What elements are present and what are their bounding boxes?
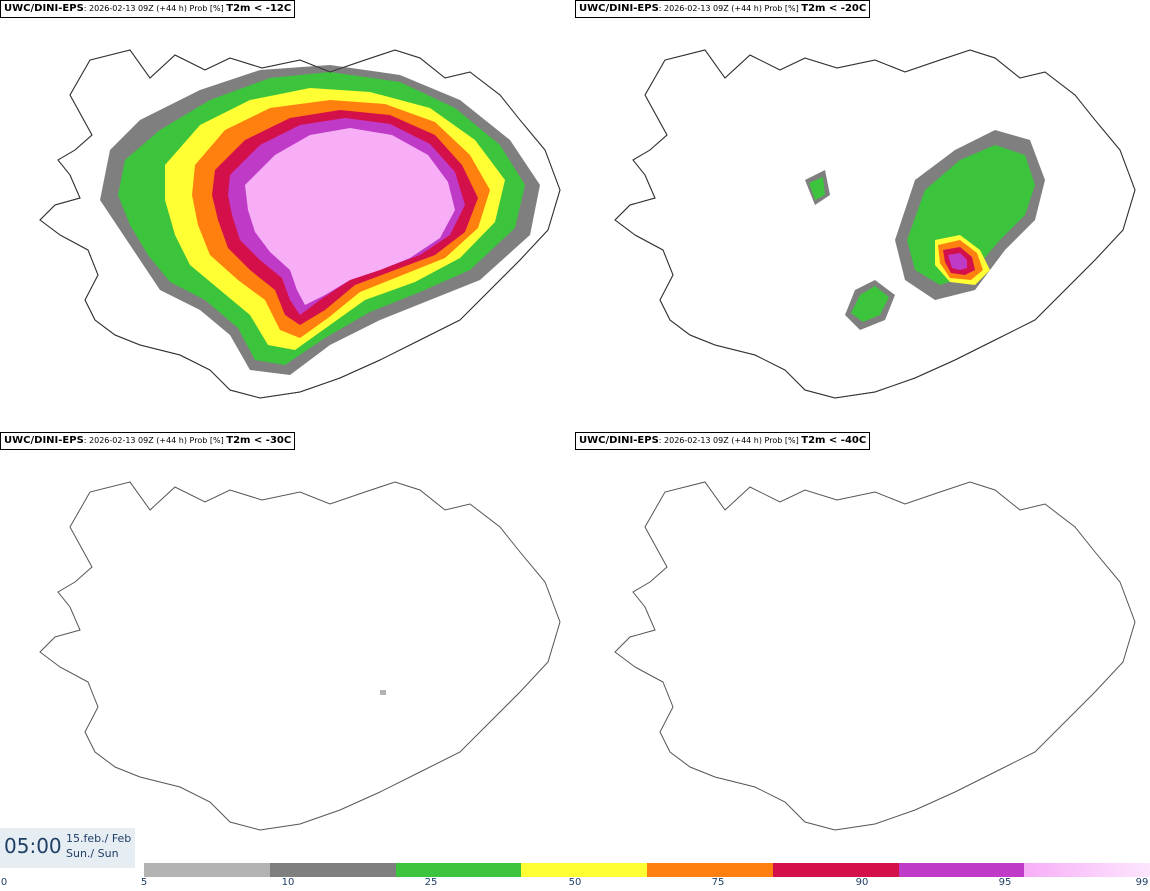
colorbar-tick-label: 50 (568, 877, 582, 888)
valid-time: 05:00 (4, 834, 62, 858)
colorbar-tick-label: 75 (711, 877, 725, 888)
colorbar-tick-label: 99 (1135, 877, 1149, 888)
run-label: 2026-02-13 09Z (+44 h) Prob [%] (89, 4, 224, 13)
variable-label: T2m < -40C (801, 435, 867, 446)
colorbar-segment (521, 863, 648, 877)
colorbar-segment (772, 863, 899, 877)
variable-label: T2m < -30C (226, 435, 292, 446)
variable-label: T2m < -12C (226, 3, 292, 14)
prob-95 (948, 253, 967, 270)
panel-title: UWC/DINI-EPS: 2026-02-13 09Z (+44 h) Pro… (0, 0, 296, 18)
colorbar-tick-label: 90 (855, 877, 869, 888)
colorbar-segment (144, 863, 271, 877)
colorbar-segment (395, 863, 522, 877)
map-panel-t2m-minus40: UWC/DINI-EPS: 2026-02-13 09Z (+44 h) Pro… (575, 432, 1150, 864)
colorbar-tick-label: 5 (140, 877, 148, 888)
colorbar-tick-label: 95 (998, 877, 1012, 888)
valid-date: 15.feb./ Feb Sun./ Sun (66, 831, 131, 861)
model-label: UWC/DINI-EPS (4, 435, 84, 446)
prob-5 (380, 690, 386, 695)
panel-title: UWC/DINI-EPS: 2026-02-13 09Z (+44 h) Pro… (575, 0, 871, 18)
colorbar-segment (898, 863, 1025, 877)
model-label: UWC/DINI-EPS (4, 3, 84, 14)
colorbar-tick-label: 25 (424, 877, 438, 888)
colorbar (144, 863, 1150, 877)
run-label: 2026-02-13 09Z (+44 h) Prob [%] (664, 436, 799, 445)
valid-date-line2: Sun./ Sun (66, 847, 119, 860)
iceland-map (614, 481, 1136, 831)
prob-10 (809, 177, 825, 200)
colorbar-segment (647, 863, 774, 877)
panel-title: UWC/DINI-EPS: 2026-02-13 09Z (+44 h) Pro… (0, 432, 296, 450)
run-label: 2026-02-13 09Z (+44 h) Prob [%] (89, 436, 224, 445)
colorbar-tick-label: 0 (0, 877, 8, 888)
map-panel-t2m-minus20: UWC/DINI-EPS: 2026-02-13 09Z (+44 h) Pro… (575, 0, 1150, 432)
panel-title: UWC/DINI-EPS: 2026-02-13 09Z (+44 h) Pro… (575, 432, 871, 450)
model-label: UWC/DINI-EPS (579, 3, 659, 14)
map-panel-t2m-minus12: UWC/DINI-EPS: 2026-02-13 09Z (+44 h) Pro… (0, 0, 575, 432)
colorbar-tick-label: 10 (281, 877, 295, 888)
colorbar-segment (1024, 863, 1150, 877)
valid-time-box: 05:00 15.feb./ Feb Sun./ Sun (0, 828, 135, 868)
colorbar-segment (269, 863, 396, 877)
prob-99 (245, 128, 455, 305)
variable-label: T2m < -20C (801, 3, 867, 14)
prob-10 (851, 286, 889, 322)
iceland-map (39, 481, 561, 831)
iceland-map (39, 49, 561, 399)
iceland-map (614, 49, 1136, 399)
model-label: UWC/DINI-EPS (579, 435, 659, 446)
map-panel-t2m-minus30: UWC/DINI-EPS: 2026-02-13 09Z (+44 h) Pro… (0, 432, 575, 864)
run-label: 2026-02-13 09Z (+44 h) Prob [%] (664, 4, 799, 13)
valid-date-line1: 15.feb./ Feb (66, 832, 132, 845)
